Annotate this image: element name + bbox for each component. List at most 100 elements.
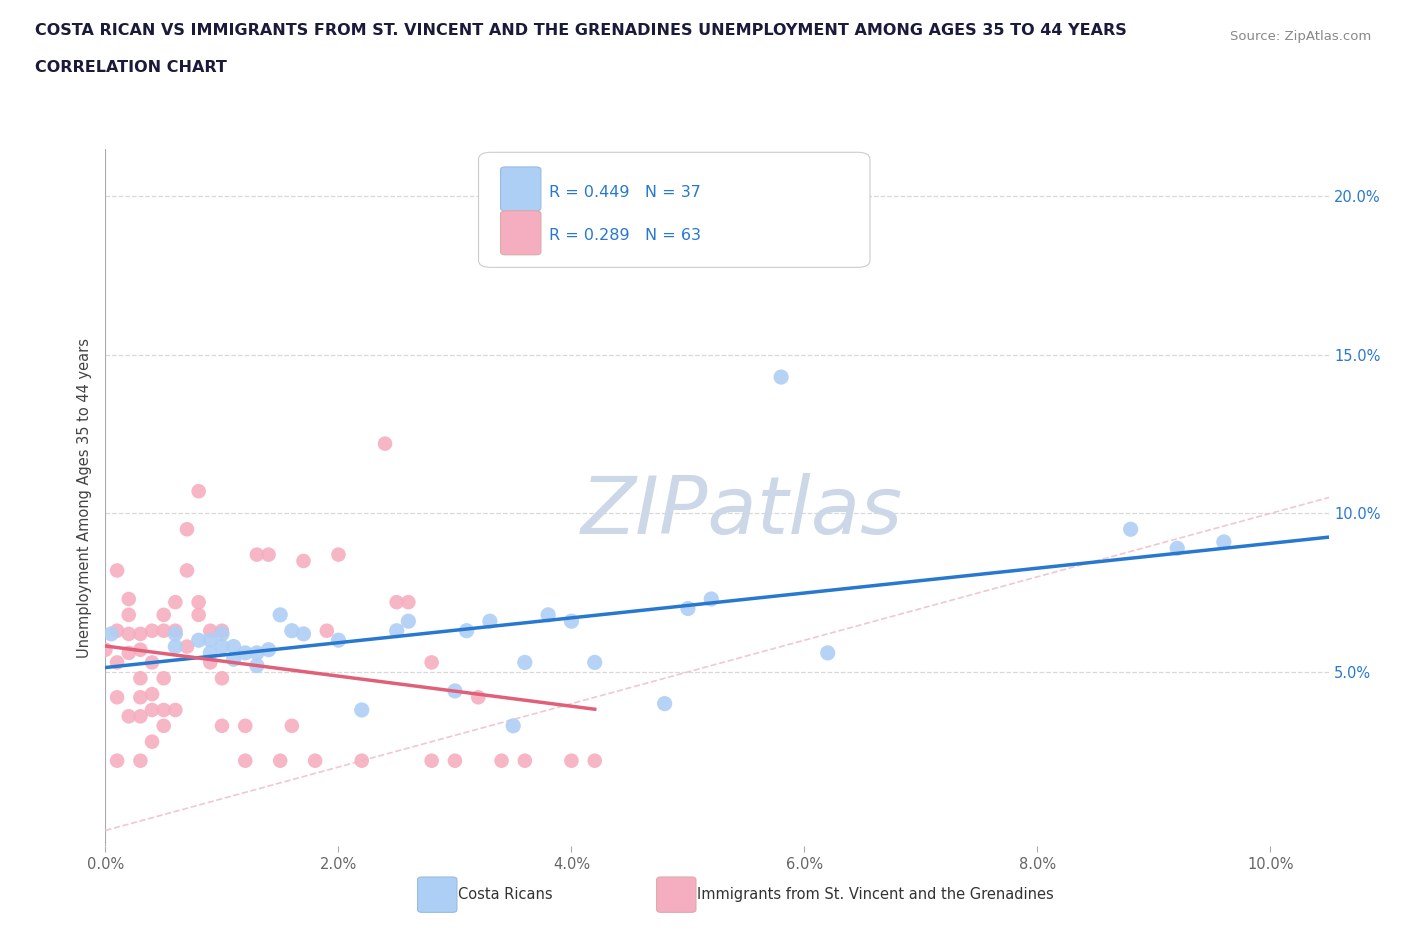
Point	[105, 563, 128, 578]
Point	[246, 547, 269, 562]
Point	[269, 607, 291, 622]
Point	[1166, 541, 1188, 556]
Text: R = 0.449   N = 37: R = 0.449 N = 37	[550, 184, 702, 200]
Point	[118, 645, 141, 660]
Point	[105, 690, 128, 705]
Point	[560, 614, 582, 629]
Point	[187, 595, 209, 610]
Point	[385, 623, 408, 638]
Point	[187, 632, 209, 647]
Point	[211, 671, 233, 685]
Point	[176, 639, 198, 654]
Text: Immigrants from St. Vincent and the Grenadines: Immigrants from St. Vincent and the Gren…	[697, 887, 1054, 902]
Point	[165, 702, 187, 717]
Point	[269, 753, 291, 768]
Point	[176, 563, 198, 578]
Point	[211, 639, 233, 654]
Point	[467, 690, 489, 705]
FancyBboxPatch shape	[478, 153, 870, 268]
Point	[281, 718, 304, 733]
Point	[200, 645, 222, 660]
Text: Source: ZipAtlas.com: Source: ZipAtlas.com	[1230, 30, 1371, 43]
Point	[491, 753, 513, 768]
Point	[118, 591, 141, 606]
Text: CORRELATION CHART: CORRELATION CHART	[35, 60, 226, 75]
FancyBboxPatch shape	[501, 167, 541, 211]
Point	[211, 718, 233, 733]
Point	[105, 623, 128, 638]
Point	[200, 623, 222, 638]
Point	[350, 702, 373, 717]
Point	[105, 753, 128, 768]
Point	[141, 735, 163, 750]
Point	[152, 671, 174, 685]
Point	[502, 718, 524, 733]
Text: ZIPatlas: ZIPatlas	[581, 472, 903, 551]
Point	[129, 671, 152, 685]
Point	[676, 601, 699, 616]
Point	[292, 627, 315, 642]
Point	[233, 718, 256, 733]
Point	[129, 627, 152, 642]
Point	[222, 639, 245, 654]
Point	[211, 627, 233, 642]
Point	[583, 753, 606, 768]
Point	[257, 643, 280, 658]
Point	[385, 595, 408, 610]
Point	[233, 645, 256, 660]
Text: R = 0.289   N = 63: R = 0.289 N = 63	[550, 229, 702, 244]
Point	[304, 753, 326, 768]
Point	[374, 436, 396, 451]
Point	[129, 709, 152, 724]
Point	[222, 652, 245, 667]
Point	[118, 627, 141, 642]
Point	[200, 655, 222, 670]
Point	[350, 753, 373, 768]
Point	[141, 702, 163, 717]
Point	[583, 655, 606, 670]
Point	[513, 753, 536, 768]
Point	[456, 623, 478, 638]
Point	[257, 547, 280, 562]
Point	[817, 645, 839, 660]
Point	[292, 553, 315, 568]
Point	[187, 607, 209, 622]
Point	[165, 595, 187, 610]
Point	[141, 655, 163, 670]
Point	[1212, 535, 1234, 550]
Point	[152, 702, 174, 717]
Point	[328, 547, 350, 562]
Point	[176, 522, 198, 537]
Text: COSTA RICAN VS IMMIGRANTS FROM ST. VINCENT AND THE GRENADINES UNEMPLOYMENT AMONG: COSTA RICAN VS IMMIGRANTS FROM ST. VINCE…	[35, 23, 1126, 38]
Point	[211, 623, 233, 638]
Point	[560, 753, 582, 768]
Point	[100, 627, 122, 642]
Point	[233, 753, 256, 768]
Point	[152, 718, 174, 733]
Point	[165, 627, 187, 642]
Point	[396, 595, 419, 610]
Point	[246, 658, 269, 673]
FancyBboxPatch shape	[501, 211, 541, 255]
Point	[700, 591, 723, 606]
Point	[141, 686, 163, 701]
Point	[513, 655, 536, 670]
Point	[200, 632, 222, 647]
Point	[444, 753, 467, 768]
Point	[315, 623, 337, 638]
Point	[118, 607, 141, 622]
Point	[105, 655, 128, 670]
Point	[444, 684, 467, 698]
Point	[770, 369, 793, 384]
Point	[94, 643, 117, 658]
Point	[129, 753, 152, 768]
Point	[152, 607, 174, 622]
Text: Costa Ricans: Costa Ricans	[458, 887, 553, 902]
Point	[420, 655, 443, 670]
Point	[328, 632, 350, 647]
Point	[420, 753, 443, 768]
Point	[152, 623, 174, 638]
Y-axis label: Unemployment Among Ages 35 to 44 years: Unemployment Among Ages 35 to 44 years	[77, 338, 93, 658]
Point	[129, 643, 152, 658]
Point	[1119, 522, 1142, 537]
